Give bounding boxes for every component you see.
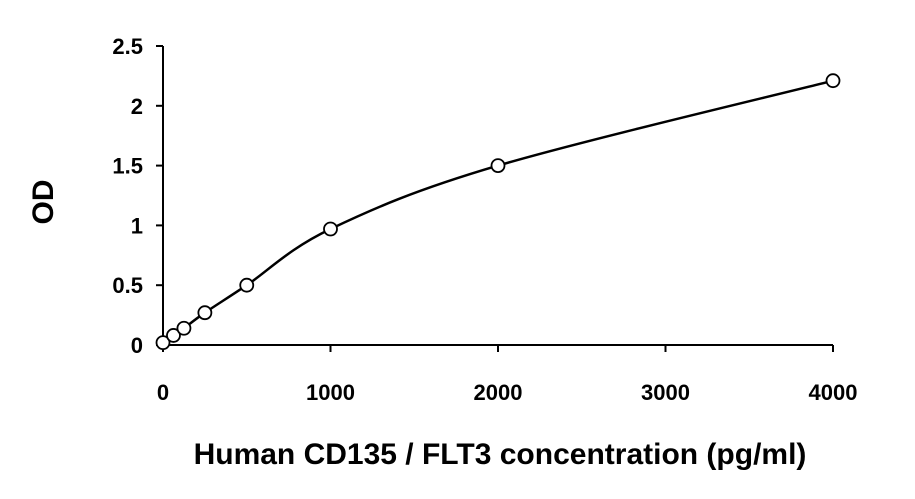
data-point <box>197 305 213 321</box>
data-point <box>155 335 171 351</box>
x-axis-title: Human CD135 / FLT3 concentration (pg/ml) <box>194 438 807 471</box>
x-tick-label: 4000 <box>809 380 858 405</box>
x-tick-label: 1000 <box>306 380 355 405</box>
fit-curve-line <box>162 79 834 344</box>
data-point <box>825 73 841 89</box>
tick-labels: 0 0.5 1 1.5 2 2.5 0 1000 2000 3000 4000 <box>112 34 857 405</box>
data-point <box>176 320 192 336</box>
y-axis-title: OD <box>27 180 60 225</box>
data-points <box>155 73 841 351</box>
y-tick-label: 1.5 <box>112 154 143 179</box>
y-tick-label: 0.5 <box>112 273 143 298</box>
x-tick-label: 0 <box>157 380 169 405</box>
data-point <box>166 328 181 343</box>
y-tick-label: 2 <box>131 94 143 119</box>
x-tick-label: 3000 <box>641 380 690 405</box>
axes <box>156 45 834 352</box>
y-tick-label: 2.5 <box>112 34 143 59</box>
data-point <box>323 221 338 237</box>
x-tick-label: 2000 <box>474 380 523 405</box>
y-tick-label: 1 <box>131 213 143 238</box>
data-point <box>490 158 506 174</box>
data-point <box>239 277 255 293</box>
y-tick-label: 0 <box>131 333 143 358</box>
